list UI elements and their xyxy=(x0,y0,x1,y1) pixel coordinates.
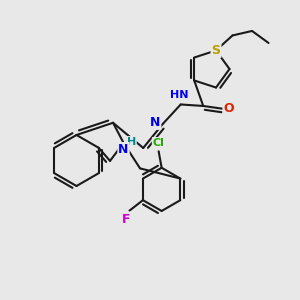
Text: HN: HN xyxy=(170,91,188,100)
Text: H: H xyxy=(127,137,136,147)
Text: F: F xyxy=(122,213,131,226)
Text: Cl: Cl xyxy=(153,138,165,148)
Text: S: S xyxy=(212,44,220,57)
Text: N: N xyxy=(118,143,129,156)
Text: O: O xyxy=(224,103,234,116)
Text: N: N xyxy=(150,116,160,129)
